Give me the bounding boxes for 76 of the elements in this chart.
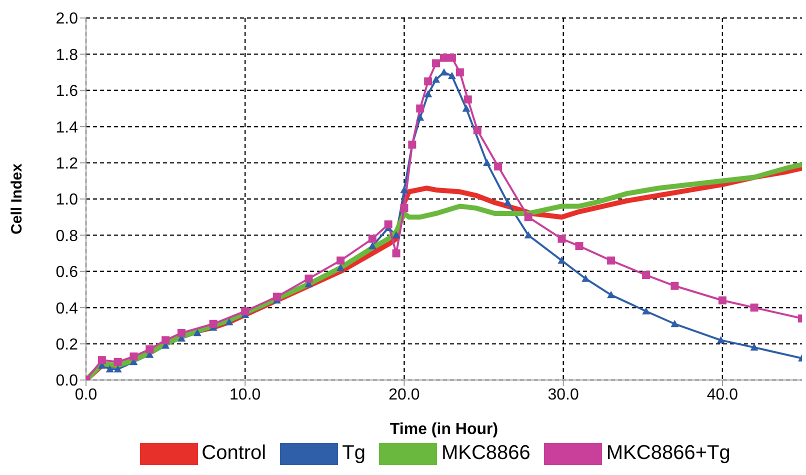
x-tick-label: 20.0 — [388, 386, 420, 404]
point — [336, 264, 345, 271]
point — [106, 365, 114, 372]
point — [575, 242, 584, 250]
y-tick-label: 0.2 — [56, 336, 78, 354]
legend-label: MKC8866 — [441, 442, 530, 465]
point — [718, 296, 726, 304]
point — [524, 213, 532, 222]
point — [607, 290, 616, 298]
point — [670, 282, 679, 290]
y-tick-label: 1.2 — [56, 155, 78, 172]
point — [177, 328, 186, 337]
point — [424, 90, 432, 98]
y-tick-label: 1.8 — [56, 46, 78, 64]
legend-label: MKC8866+Tg — [606, 442, 730, 465]
point — [336, 256, 345, 265]
point — [440, 54, 448, 62]
point — [162, 336, 170, 344]
point — [750, 304, 758, 312]
point — [432, 76, 440, 83]
point — [448, 72, 456, 80]
point — [448, 54, 456, 62]
point — [582, 274, 590, 282]
point — [368, 234, 376, 243]
x-tick-label: 10.0 — [230, 386, 261, 404]
point — [98, 356, 106, 364]
point — [524, 231, 532, 238]
point — [368, 242, 376, 250]
y-tick-label: 2.0 — [56, 10, 78, 28]
y-axis-title: Cell Index — [8, 162, 26, 234]
point — [416, 104, 424, 112]
y-tick-label: 1.4 — [56, 119, 78, 136]
point — [392, 249, 400, 258]
point — [558, 256, 566, 264]
point — [400, 204, 408, 212]
y-tick-label: 0.6 — [56, 264, 78, 282]
x-tick-label: 40.0 — [706, 386, 738, 404]
point — [241, 307, 250, 316]
y-tick-label: 0.4 — [56, 300, 78, 318]
point — [114, 358, 122, 366]
point — [304, 274, 313, 283]
point — [558, 234, 566, 243]
point — [424, 77, 432, 86]
point — [209, 320, 218, 328]
y-tick-label: 1.6 — [56, 83, 78, 100]
point — [392, 231, 400, 238]
y-tick-label: 0.8 — [56, 228, 78, 245]
point — [464, 95, 472, 104]
legend-label: Control — [202, 442, 266, 465]
point — [462, 104, 470, 112]
point — [473, 126, 482, 134]
point — [193, 328, 202, 336]
point — [114, 365, 122, 372]
point — [670, 320, 679, 328]
point — [642, 307, 650, 314]
point — [384, 220, 392, 228]
point — [494, 162, 502, 170]
x-axis-title: Time (in Hour) — [390, 421, 498, 438]
point — [607, 256, 616, 265]
point — [416, 114, 424, 121]
point — [432, 59, 440, 68]
point — [750, 343, 758, 351]
point — [130, 352, 138, 360]
point — [440, 68, 448, 76]
point — [400, 186, 408, 194]
point — [272, 292, 281, 301]
point — [716, 336, 725, 344]
y-tick-label: 1.0 — [56, 192, 78, 209]
point — [642, 271, 650, 280]
point — [225, 318, 234, 326]
point — [456, 68, 464, 76]
point — [482, 158, 491, 166]
legend-label: Tg — [342, 442, 366, 465]
point — [146, 345, 154, 354]
x-tick-label: 30.0 — [548, 386, 580, 404]
point — [504, 198, 512, 206]
